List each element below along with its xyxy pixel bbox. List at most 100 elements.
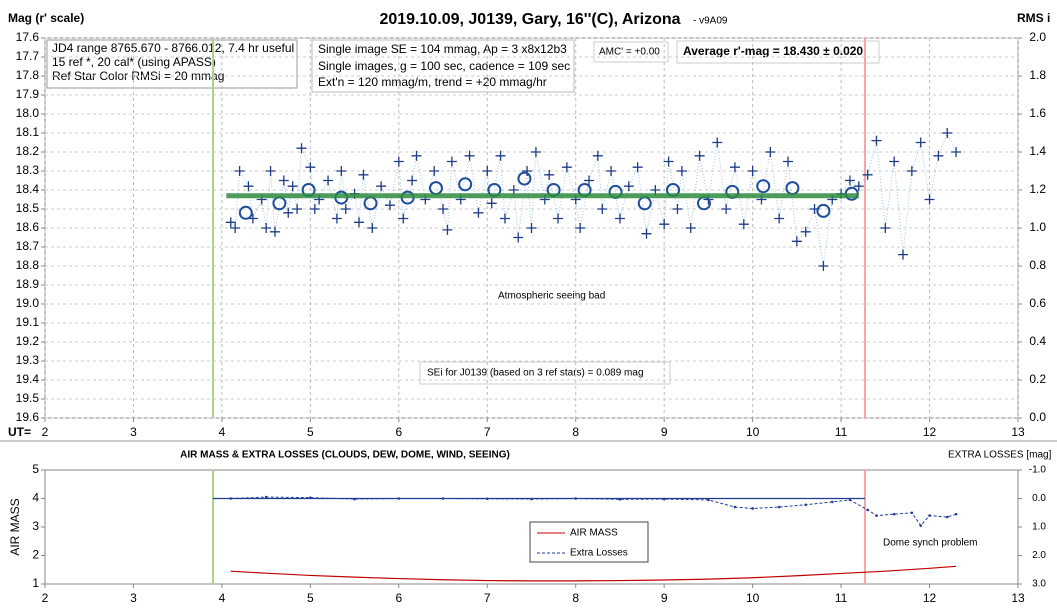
y-tick-label: 18.1: [16, 125, 40, 139]
data-point: [331, 213, 342, 224]
data-point: [530, 147, 541, 157]
data-point: [866, 508, 869, 512]
average-point: [517, 171, 532, 186]
data-point: [906, 166, 917, 176]
y-tick-label: 2: [32, 548, 39, 562]
y2-tick-label: 1.8: [1029, 68, 1046, 82]
y2-tick-label: 1.0: [1032, 522, 1046, 533]
data-point: [292, 204, 303, 214]
x-tick-label: 13: [1011, 425, 1025, 439]
data-point: [791, 236, 802, 247]
data-point: [441, 497, 445, 500]
y-tick-label: 17.6: [16, 30, 40, 44]
data-point: [733, 505, 737, 509]
data-point: [694, 150, 705, 161]
data-point: [264, 495, 268, 499]
data-point: [243, 181, 254, 192]
data-point: [393, 156, 404, 167]
data-point: [663, 156, 674, 167]
note: Dome synch problem: [883, 538, 977, 549]
info-line: Ref Star Color RMSi = 20 mmag: [52, 69, 224, 83]
average-box: [676, 40, 880, 64]
x-tick-label: 10: [746, 425, 760, 439]
data-point: [597, 204, 608, 214]
y2-tick-label: 0.0: [1029, 410, 1046, 424]
data-point: [614, 213, 625, 224]
y-tick-label: 17.8: [16, 68, 40, 82]
x-tick-label: 9: [661, 425, 668, 439]
y-tick-label: 19.6: [16, 410, 40, 424]
data-point: [933, 150, 944, 161]
y-tick-label: 19.2: [16, 334, 40, 348]
x-tick-label: 11: [835, 591, 848, 605]
data-point: [296, 143, 307, 154]
data-point: [672, 204, 683, 214]
x-tick-label: 7: [484, 591, 491, 605]
data-point: [376, 181, 387, 192]
y2-tick-label: 2.0: [1032, 550, 1046, 561]
data-point: [230, 223, 241, 233]
x-tick-label: 6: [395, 591, 402, 605]
data-point: [945, 515, 949, 519]
data-point: [641, 228, 652, 239]
y2-tick-label: 1.4: [1029, 144, 1046, 158]
y2-tick-label: 0.2: [1029, 372, 1046, 386]
x-tick-label: 13: [1011, 591, 1025, 605]
info-line: JD4 range 8765.670 - 8766.012, 7.4 hr us…: [52, 41, 294, 55]
data-point: [875, 514, 878, 517]
y-tick-label: 18.2: [16, 144, 40, 158]
data-point: [384, 200, 395, 211]
data-point: [954, 512, 958, 516]
y2-axis-label: RMS i: [1017, 11, 1050, 25]
data-point: [367, 223, 378, 233]
data-point: [889, 156, 900, 167]
legend-label: AIR MASS: [570, 528, 618, 539]
data-point: [951, 147, 962, 157]
data-point: [358, 169, 369, 180]
data-point: [473, 207, 484, 218]
data-point: [438, 204, 449, 214]
y-tick-label: 18.4: [16, 182, 40, 196]
y-tick-label: 18.5: [16, 201, 40, 215]
data-point: [485, 497, 489, 501]
y-tick-label: 18.8: [16, 258, 40, 272]
data-point: [632, 162, 643, 173]
y-tick-label: 18.7: [16, 239, 40, 253]
y-tick-label: 5: [32, 462, 39, 476]
amc-box: [593, 41, 669, 63]
y-tick-label: 18.6: [16, 220, 40, 234]
y2-tick-label: 3.0: [1032, 579, 1046, 590]
x-tick-label: 4: [219, 591, 226, 605]
data-point: [495, 150, 506, 161]
data-point: [354, 217, 365, 228]
x-tick-label: 8: [572, 591, 579, 605]
data-point: [676, 166, 687, 176]
data-point: [229, 497, 233, 500]
data-point: [659, 219, 670, 230]
x-tick-label: 5: [307, 591, 314, 605]
se-note: SEi for J0139 (based on 3 ref stars) = 0…: [427, 368, 644, 379]
data-point: [606, 166, 617, 176]
data-point: [738, 219, 749, 230]
data-point: [862, 169, 873, 180]
data-point: [924, 194, 935, 205]
y-tick-label: 17.7: [16, 49, 40, 63]
data-point: [804, 503, 808, 507]
y-tick-label: 17.9: [16, 87, 40, 101]
data-point: [712, 137, 723, 148]
data-point: [486, 198, 497, 209]
y-tick-label: 19.5: [16, 391, 40, 405]
data-point: [340, 204, 351, 214]
data-point: [513, 232, 524, 243]
data-point: [398, 213, 409, 224]
average-point: [816, 203, 831, 218]
data-point: [397, 497, 401, 500]
data-point: [544, 169, 555, 180]
x-tick-label: 6: [395, 425, 402, 439]
x-tick-label: 3: [130, 425, 137, 439]
y2-tick-label: 1.6: [1029, 106, 1046, 120]
data-point: [283, 207, 294, 218]
data-point: [530, 497, 533, 501]
data-point: [898, 249, 909, 260]
